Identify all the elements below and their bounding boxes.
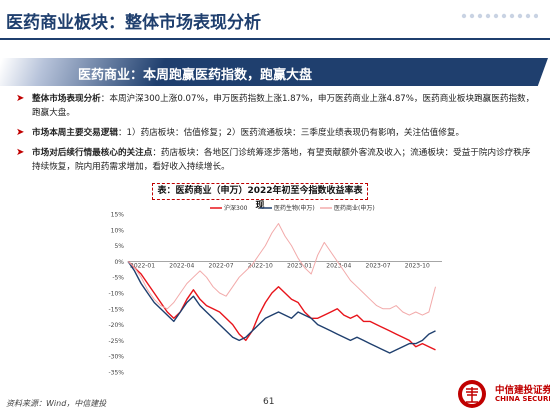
- y-tick-label: 0%: [114, 259, 124, 266]
- brand-logo: 中信建投证券 CHINA SECURITIES: [455, 378, 550, 411]
- bullet-text: ：药店板块：各地区门诊统筹逐步落地，有望贡献额外客流及收入；流通板块：受益于院内…: [32, 148, 531, 172]
- bullet-list: ➤ 整体市场表现分析：本周沪深300上涨0.07%，申万医药指数上涨1.87%，…: [14, 92, 539, 180]
- bullet-item: ➤ 整体市场表现分析：本周沪深300上涨0.07%，申万医药指数上涨1.87%，…: [14, 92, 539, 120]
- line-chart: 15% 10% 5% 0% -5% -10% -15% -20% -25% -30% -35% 202…: [108, 204, 442, 377]
- y-tick-label: -20%: [108, 322, 124, 329]
- arrow-bullet-icon: ➤: [16, 147, 25, 158]
- x-tick-label: 2022-10: [248, 262, 273, 269]
- x-tick-label: 2022-04: [169, 262, 194, 269]
- x-tick-label: 2023-04: [326, 262, 351, 269]
- series-line: [127, 260, 436, 351]
- x-tick-label: 2023-10: [405, 262, 430, 269]
- y-tick-label: -10%: [108, 291, 124, 298]
- y-tick-label: 5%: [114, 243, 124, 250]
- y-tick-label: -35%: [108, 370, 124, 377]
- logo-cn-text: 中信建投证券: [495, 385, 550, 396]
- bullet-text: ：本周沪深300上涨0.07%，申万医药指数上涨1.87%，申万医药商业上涨4.…: [32, 94, 535, 118]
- legend-label: 医药商业(申万): [334, 204, 375, 212]
- y-tick-label: -5%: [112, 275, 124, 282]
- y-tick-label: 10%: [111, 227, 125, 234]
- source-note: 资料来源：Wind，中信建投: [6, 399, 107, 408]
- china-securities-logo-icon: [458, 380, 486, 408]
- bullet-label: 整体市场表现分析: [32, 94, 101, 104]
- x-tick-label: 2023-01: [287, 262, 312, 269]
- y-tick-label: -30%: [108, 354, 124, 361]
- title-rule: [0, 38, 550, 40]
- x-tick-label: 2023-07: [366, 262, 391, 269]
- bullet-label: 市场对后续行情最核心的关注点: [32, 148, 153, 158]
- bullet-item: ➤ 市场本周主要交易逻辑：1）药店板块：估值修复；2）医药流通板块：三季度业绩表…: [14, 126, 539, 140]
- bullet-label: 市场本周主要交易逻辑: [32, 128, 118, 138]
- legend-label: 沪深300: [224, 204, 248, 212]
- arrow-bullet-icon: ➤: [16, 93, 25, 104]
- logo-en-text: CHINA SECURITIES: [495, 395, 550, 403]
- y-tick-label: -15%: [108, 306, 124, 313]
- bullet-text: ：1）药店板块：估值修复；2）医药流通板块：三季度业绩表现仍有影响，关注估值修复…: [117, 128, 465, 138]
- page-number: 61: [263, 397, 275, 407]
- y-tick-label: -25%: [108, 338, 124, 345]
- decorative-dots-icon: [461, 13, 538, 19]
- chart-title: 表：医药商业（申万）2022年初至今指数收益率表现: [152, 183, 368, 211]
- series-line: [127, 223, 436, 316]
- x-tick-label: 2022-07: [209, 262, 234, 269]
- bullet-item: ➤ 市场对后续行情最核心的关注点：药店板块：各地区门诊统筹逐步落地，有望贡献额外…: [14, 146, 539, 174]
- legend-label: 医药生物(申万): [274, 204, 315, 212]
- section-banner-text: 医药商业：本周跑赢医药指数，跑赢大盘: [78, 68, 313, 83]
- arrow-bullet-icon: ➤: [16, 127, 25, 138]
- series-line: [127, 261, 436, 354]
- page-title: 医药商业板块：整体市场表现分析: [6, 13, 261, 33]
- x-tick-label: 2022-01: [130, 262, 155, 269]
- y-tick-label: 15%: [111, 212, 125, 219]
